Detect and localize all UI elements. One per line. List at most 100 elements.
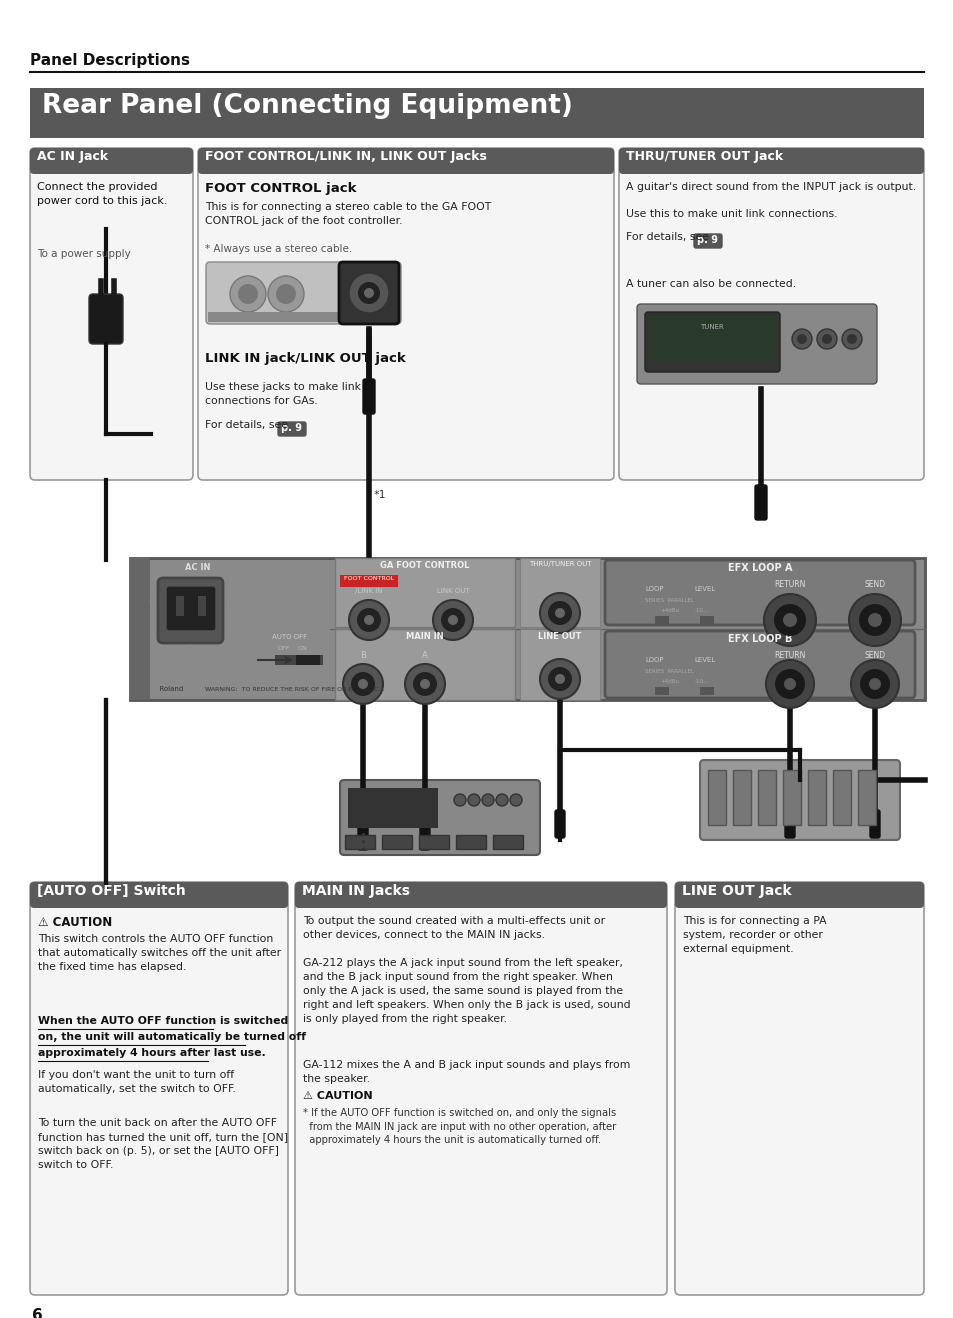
Text: * If the AUTO OFF function is switched on, and only the signals
  from the MAIN : * If the AUTO OFF function is switched o…: [303, 1108, 616, 1145]
Text: * Always use a stereo cable.: * Always use a stereo cable.: [205, 244, 352, 254]
Circle shape: [413, 672, 436, 696]
Text: ON: ON: [297, 646, 308, 651]
Text: Panel Descriptions: Panel Descriptions: [30, 53, 190, 69]
Bar: [295, 655, 319, 666]
Bar: [30, 88, 923, 138]
Circle shape: [357, 679, 368, 689]
Bar: [758, 770, 775, 825]
Text: on, the unit will automatically be turned off: on, the unit will automatically be turne…: [38, 1032, 306, 1043]
Text: Use this to make unit link connections.: Use this to make unit link connections.: [625, 210, 837, 219]
Bar: [519, 558, 599, 627]
Circle shape: [481, 793, 494, 807]
Circle shape: [783, 677, 795, 691]
Bar: [456, 836, 485, 849]
Text: For details, see: For details, see: [205, 420, 292, 430]
Circle shape: [351, 672, 375, 696]
Text: To output the sound created with a multi-effects unit or
other devices, connect : To output the sound created with a multi…: [303, 916, 604, 940]
Circle shape: [555, 673, 564, 684]
Circle shape: [850, 660, 898, 708]
Text: AUTO OFF: AUTO OFF: [273, 634, 307, 641]
Bar: [130, 558, 150, 700]
Bar: [655, 616, 668, 623]
FancyBboxPatch shape: [675, 882, 923, 1296]
Circle shape: [555, 608, 564, 618]
Circle shape: [547, 601, 572, 625]
Bar: [732, 770, 750, 825]
Circle shape: [496, 793, 507, 807]
Text: A tuner can also be connected.: A tuner can also be connected.: [625, 279, 796, 289]
Text: When the AUTO OFF function is switched: When the AUTO OFF function is switched: [38, 1016, 288, 1025]
Text: Use these jacks to make link
connections for GAs.: Use these jacks to make link connections…: [205, 382, 360, 406]
Text: To turn the unit back on after the AUTO OFF
function has turned the unit off, tu: To turn the unit back on after the AUTO …: [38, 1118, 288, 1170]
Bar: [655, 687, 668, 695]
Bar: [857, 770, 875, 825]
Text: AC IN: AC IN: [185, 563, 211, 572]
Circle shape: [868, 677, 880, 691]
FancyBboxPatch shape: [637, 304, 876, 384]
Bar: [832, 770, 850, 825]
FancyBboxPatch shape: [555, 811, 564, 838]
Text: p. 9: p. 9: [697, 235, 718, 245]
Text: SERIES  PARALLEL: SERIES PARALLEL: [644, 670, 693, 673]
FancyBboxPatch shape: [419, 820, 430, 850]
Text: MAIN IN: MAIN IN: [406, 633, 443, 641]
Circle shape: [791, 330, 811, 349]
Bar: [381, 836, 412, 849]
FancyBboxPatch shape: [30, 882, 288, 908]
Text: A guitar's direct sound from the INPUT jack is output.: A guitar's direct sound from the INPUT j…: [625, 182, 915, 192]
FancyBboxPatch shape: [784, 811, 794, 838]
Circle shape: [796, 333, 806, 344]
FancyBboxPatch shape: [604, 631, 914, 699]
FancyBboxPatch shape: [30, 148, 193, 174]
Bar: [782, 770, 801, 825]
Circle shape: [841, 330, 862, 349]
Text: To a power supply: To a power supply: [37, 249, 131, 260]
Circle shape: [349, 600, 389, 641]
Circle shape: [510, 793, 521, 807]
Circle shape: [816, 330, 836, 349]
Bar: [648, 316, 775, 361]
FancyBboxPatch shape: [754, 485, 766, 521]
FancyBboxPatch shape: [30, 882, 288, 1296]
Circle shape: [433, 600, 473, 641]
Circle shape: [405, 664, 444, 704]
Text: Rear Panel (Connecting Equipment): Rear Panel (Connecting Equipment): [42, 94, 572, 119]
Circle shape: [773, 604, 805, 637]
Circle shape: [821, 333, 831, 344]
Circle shape: [357, 282, 379, 304]
Text: RETURN: RETURN: [774, 580, 805, 589]
Circle shape: [343, 664, 382, 704]
Circle shape: [364, 289, 374, 298]
Circle shape: [468, 793, 479, 807]
Bar: [208, 312, 337, 322]
Circle shape: [237, 283, 257, 304]
Text: SERIES  PARALLEL: SERIES PARALLEL: [644, 598, 693, 604]
Text: -10...: -10...: [695, 608, 708, 613]
FancyBboxPatch shape: [206, 262, 400, 324]
Text: +: +: [227, 596, 236, 606]
FancyBboxPatch shape: [675, 882, 923, 908]
FancyBboxPatch shape: [700, 760, 899, 840]
FancyBboxPatch shape: [363, 380, 375, 414]
Text: This is for connecting a stereo cable to the GA FOOT
CONTROL jack of the foot co: This is for connecting a stereo cable to…: [205, 202, 491, 225]
Text: ⚠ CAUTION: ⚠ CAUTION: [303, 1091, 373, 1101]
Text: FOOT CONTROL: FOOT CONTROL: [343, 576, 394, 581]
Circle shape: [356, 608, 380, 633]
Bar: [339, 575, 397, 587]
FancyBboxPatch shape: [166, 587, 215, 631]
Text: +: +: [147, 596, 156, 606]
Text: OFF: OFF: [277, 646, 290, 651]
FancyBboxPatch shape: [294, 882, 666, 908]
Bar: [345, 836, 375, 849]
Circle shape: [454, 793, 465, 807]
Text: EFX LOOP B: EFX LOOP B: [727, 634, 791, 645]
Text: 6: 6: [32, 1307, 43, 1318]
Circle shape: [419, 679, 430, 689]
Bar: [418, 836, 449, 849]
FancyBboxPatch shape: [869, 811, 879, 838]
Text: LINE OUT: LINE OUT: [537, 633, 581, 641]
Text: AC IN Jack: AC IN Jack: [37, 150, 108, 163]
Bar: [493, 836, 522, 849]
FancyBboxPatch shape: [158, 579, 223, 643]
Text: A: A: [421, 651, 428, 660]
